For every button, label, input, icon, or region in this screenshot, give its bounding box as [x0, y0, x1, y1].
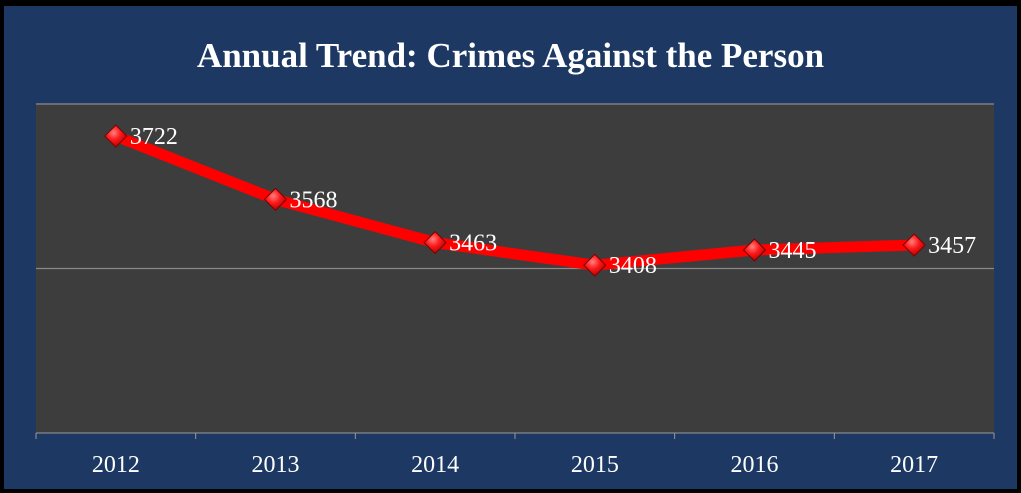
chart-title: Annual Trend: Crimes Against the Person — [196, 36, 825, 75]
data-label: 3568 — [290, 187, 338, 213]
x-tick-label: 2017 — [890, 452, 938, 478]
x-tick-label: 2015 — [571, 452, 619, 478]
data-label: 3457 — [928, 233, 976, 259]
data-label: 3445 — [769, 238, 817, 264]
data-point-marker — [742, 238, 767, 262]
data-label: 3722 — [130, 124, 178, 150]
x-tick-label: 2014 — [411, 452, 459, 478]
x-tick-label: 2013 — [252, 452, 300, 478]
data-point-marker — [104, 124, 128, 148]
data-label: 3463 — [449, 231, 497, 257]
data-point-marker — [583, 253, 607, 277]
x-tick-label: 2016 — [731, 452, 779, 478]
x-tick-label: 2012 — [92, 452, 140, 478]
series-line — [110, 130, 920, 271]
data-label: 3408 — [609, 253, 657, 279]
data-point-marker — [423, 230, 447, 255]
data-point-marker — [263, 187, 288, 212]
data-point-marker — [902, 233, 926, 257]
